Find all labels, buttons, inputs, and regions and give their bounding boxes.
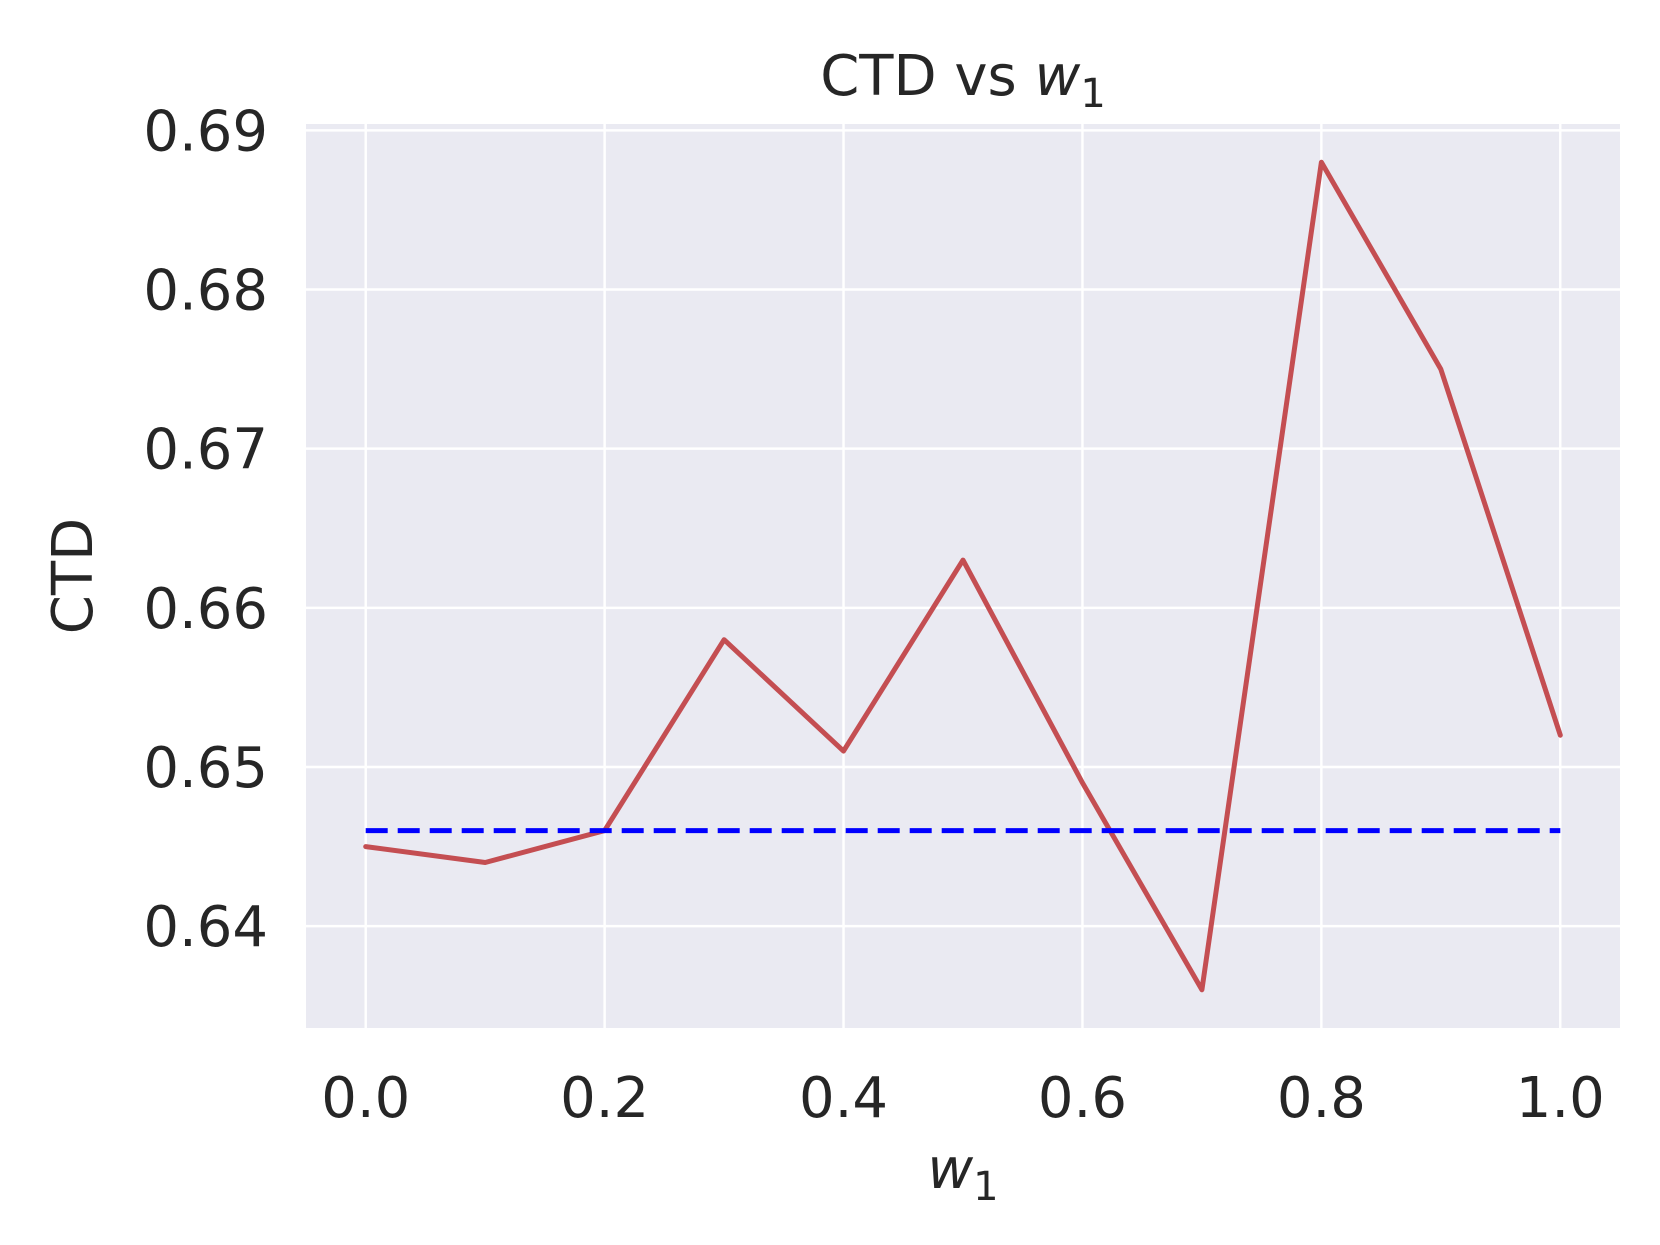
y-tick-labels: 0.64 0.65 0.66 0.67 0.68 0.69 [143, 99, 268, 960]
y-axis-label: CTD [41, 518, 106, 634]
x-tick-label-1: 0.2 [560, 1066, 649, 1131]
series-line-0 [363, 159, 1563, 993]
y-tick-label-2: 0.66 [143, 577, 268, 642]
y-tick-label-0: 0.64 [143, 895, 268, 960]
plot-background [306, 124, 1620, 1028]
x-tick-label-2: 0.4 [799, 1066, 888, 1131]
x-axis-label: w1 [927, 1137, 998, 1210]
x-tick-label-3: 0.6 [1038, 1066, 1127, 1131]
x-tick-label-5: 1.0 [1516, 1066, 1605, 1131]
series-layer [363, 159, 1563, 993]
y-tick-label-5: 0.69 [143, 99, 268, 164]
x-tick-label-0: 0.0 [321, 1066, 410, 1131]
grid [306, 124, 1620, 1028]
x-tick-label-4: 0.8 [1277, 1066, 1366, 1131]
chart-title: CTD vs w1 [820, 44, 1106, 117]
x-tick-labels: 0.0 0.2 0.4 0.6 0.8 1.0 [321, 1066, 1605, 1131]
y-tick-label-1: 0.65 [143, 736, 268, 801]
y-tick-label-4: 0.68 [143, 259, 268, 324]
y-tick-label-3: 0.67 [143, 418, 268, 483]
